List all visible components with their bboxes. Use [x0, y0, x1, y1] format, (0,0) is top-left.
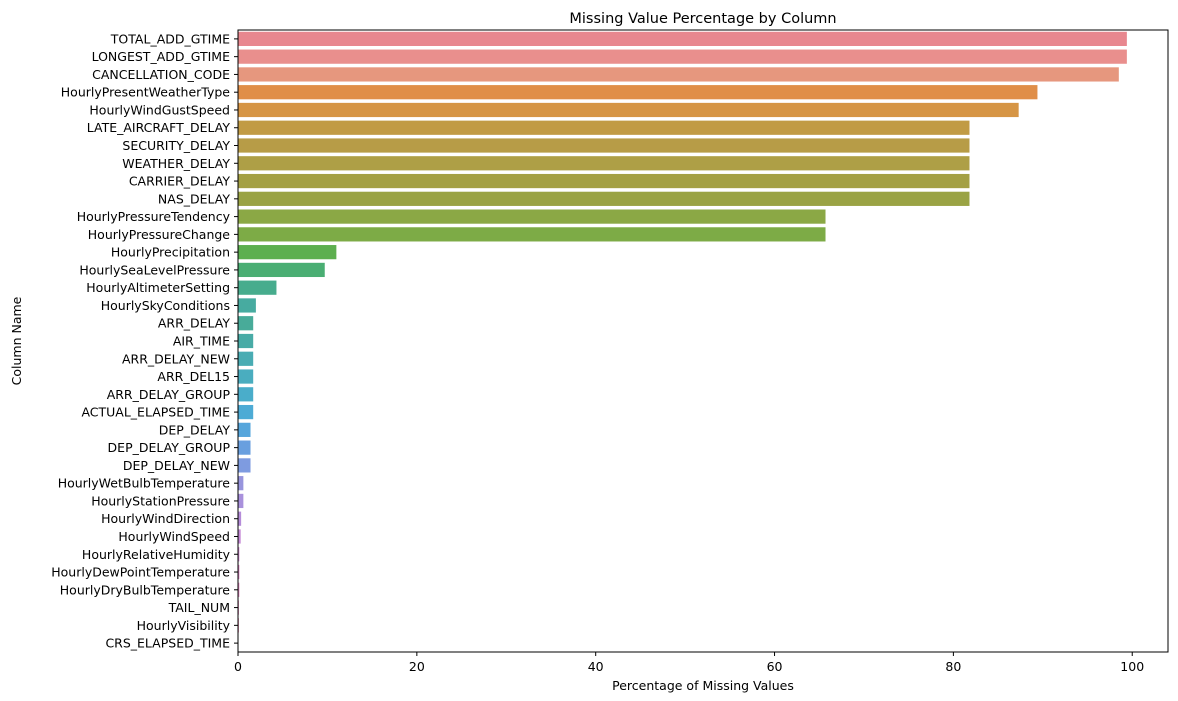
- category-label: CRS_ELAPSED_TIME: [105, 636, 230, 651]
- category-label: SECURITY_DELAY: [122, 138, 230, 153]
- plot-frame: [237, 29, 1169, 653]
- bar-hourlyskyconditions: [238, 298, 256, 313]
- category-labels: TOTAL_ADD_GTIME LONGEST_ADD_GTIME CANCELLA…: [51, 31, 238, 651]
- bar-hourlywinddirection: [238, 511, 242, 526]
- chart-title: Missing Value Percentage by Column: [569, 11, 836, 27]
- bar-arr-delay: [238, 316, 254, 331]
- bar-hourlyaltimetersetting: [238, 280, 277, 295]
- bar-security-delay: [238, 138, 970, 153]
- x-axis-label: Percentage of Missing Values: [612, 678, 794, 693]
- category-label: AIR_TIME: [173, 334, 230, 349]
- bar-dep-delay: [238, 422, 251, 437]
- x-tick-label: 80: [945, 659, 961, 674]
- bar-hourlypressuretendency: [238, 209, 826, 224]
- category-label: ACTUAL_ELAPSED_TIME: [81, 405, 230, 420]
- x-tick-label: 40: [588, 659, 604, 674]
- category-label: HourlyWetBulbTemperature: [58, 476, 231, 491]
- bar-hourlywindspeed: [238, 529, 241, 544]
- bar-hourlyprecipitation: [238, 245, 337, 260]
- bar-carrier-delay: [238, 173, 970, 189]
- category-label: HourlyPresentWeatherType: [61, 85, 231, 100]
- bar-longest-add-gtime: [238, 49, 1127, 64]
- category-label: HourlyStationPressure: [91, 493, 230, 508]
- bar-dep-delay-new: [238, 458, 251, 473]
- category-label: DEP_DELAY: [159, 422, 231, 437]
- bar-arr-delay-new: [238, 351, 254, 366]
- bar-hourlywetbulbtemperature: [238, 476, 244, 491]
- bar-dep-delay-group: [238, 440, 251, 455]
- x-tick-label: 60: [767, 659, 783, 674]
- category-label: HourlyPressureChange: [88, 227, 231, 242]
- bar-total-add-gtime: [238, 31, 1127, 46]
- bar-nas-delay: [238, 191, 970, 206]
- bar-hourlystationpressure: [238, 493, 244, 509]
- bar-arr-del15: [238, 369, 254, 384]
- category-label: LONGEST_ADD_GTIME: [92, 49, 231, 64]
- bar-hourlypressurechange: [238, 227, 826, 242]
- bar-hourlydewpointtemperature: [238, 564, 240, 580]
- category-label: HourlyVisibility: [137, 618, 231, 633]
- category-label: CARRIER_DELAY: [129, 174, 231, 189]
- x-tick-label: 0: [234, 659, 242, 674]
- category-label: TAIL_NUM: [168, 600, 230, 615]
- category-label: DEP_DELAY_NEW: [123, 458, 230, 473]
- category-label: LATE_AIRCRAFT_DELAY: [87, 120, 231, 135]
- x-tick-label: 20: [409, 659, 425, 674]
- category-label: ARR_DELAY: [158, 316, 231, 331]
- category-label: HourlyRelativeHumidity: [82, 547, 231, 562]
- bar-cancellation-code: [238, 67, 1119, 82]
- y-axis-label: Column Name: [9, 296, 24, 385]
- bar-arr-delay-group: [238, 387, 254, 402]
- category-label: HourlySeaLevelPressure: [79, 262, 230, 277]
- category-label: CANCELLATION_CODE: [92, 67, 230, 82]
- bar-air-time: [238, 333, 254, 349]
- category-label: HourlySkyConditions: [101, 298, 230, 313]
- bar-hourlydrybulbtemperature: [238, 582, 240, 597]
- category-label: HourlyWindGustSpeed: [89, 102, 230, 117]
- bar-hourlyrelativehumidity: [238, 547, 240, 562]
- category-label: HourlyWindSpeed: [118, 529, 230, 544]
- category-label: NAS_DELAY: [158, 191, 230, 206]
- bar-actual-elapsed-time: [238, 404, 254, 420]
- category-label: DEP_DELAY_GROUP: [108, 440, 231, 455]
- x-tick-label: 100: [1120, 659, 1144, 674]
- x-axis-ticks: 0 20 40 60 80 100: [234, 652, 1144, 674]
- bar-hourlysealevelpressure: [238, 262, 325, 278]
- category-label: HourlyPrecipitation: [111, 245, 230, 260]
- bar-late-aircraft-delay: [238, 120, 970, 135]
- bars-group: [238, 31, 1127, 651]
- category-label: HourlyWindDirection: [101, 511, 230, 526]
- category-label: HourlyDewPointTemperature: [51, 565, 230, 580]
- bar-hourlypresentweathertype: [238, 85, 1038, 100]
- category-label: HourlyAltimeterSetting: [86, 280, 230, 295]
- category-label: WEATHER_DELAY: [122, 156, 230, 171]
- category-label: TOTAL_ADD_GTIME: [110, 31, 230, 46]
- category-label: ARR_DELAY_NEW: [122, 351, 230, 366]
- bar-hourlywindgustspeed: [238, 102, 1019, 118]
- category-label: HourlyPressureTendency: [77, 209, 231, 224]
- category-label: ARR_DELAY_GROUP: [107, 387, 231, 402]
- bar-weather-delay: [238, 156, 970, 171]
- category-label: HourlyDryBulbTemperature: [60, 582, 231, 597]
- category-label: ARR_DEL15: [157, 369, 230, 384]
